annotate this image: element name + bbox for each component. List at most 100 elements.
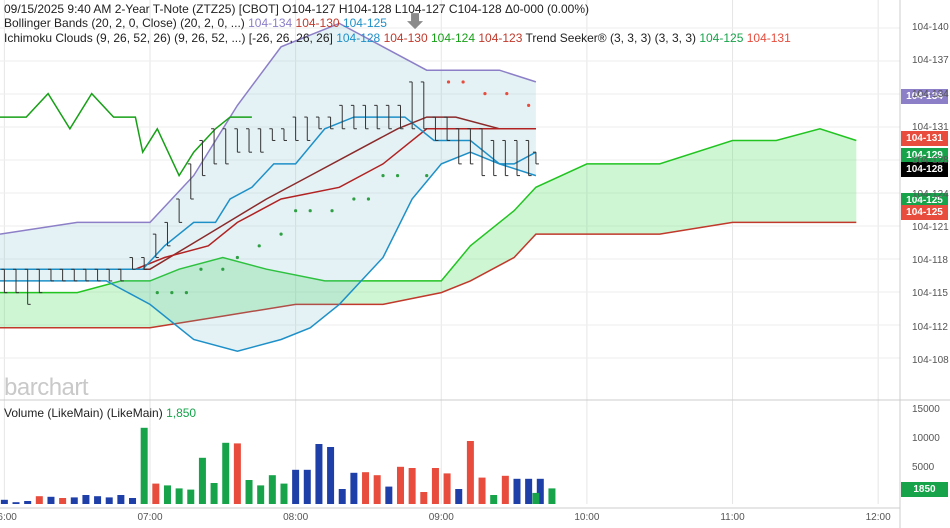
trend-dot <box>257 244 261 248</box>
volume-bar <box>268 475 276 504</box>
volume-bar <box>24 501 32 504</box>
volume-bar <box>280 483 288 504</box>
volume-bar <box>338 489 346 504</box>
price-tag: 104-125 <box>901 205 948 220</box>
volume-bar <box>129 498 137 504</box>
base-line <box>0 128 536 270</box>
volume-tick-label: 10000 <box>912 433 940 444</box>
volume-bar <box>35 496 43 504</box>
y-tick-label: 104-124 <box>912 188 949 200</box>
ichimoku-value-1: 104-128 <box>336 31 381 45</box>
volume-bar <box>210 483 218 504</box>
volume-bar <box>350 472 358 504</box>
price-tag: 104-125 <box>901 193 948 208</box>
volume-bar <box>478 477 486 504</box>
volume-bar <box>536 478 544 504</box>
volume-bar <box>257 485 265 504</box>
bollinger-upper <box>0 22 537 235</box>
trend-seeker-label: Trend Seeker® (3, 3, 3) (3, 3, 3) <box>522 31 700 45</box>
volume-label: Volume (LikeMain) (LikeMain) <box>4 406 167 420</box>
volume-bar <box>12 502 20 504</box>
trend-dot <box>294 209 298 213</box>
volume-bar <box>198 457 206 504</box>
x-tick-label: 08:00 <box>283 512 309 523</box>
volume-label-row: Volume (LikeMain) (LikeMain) 1,850 <box>4 406 196 420</box>
volume-bar <box>245 480 253 504</box>
y-tick-label: 104-137 <box>912 55 949 67</box>
volume-bar <box>152 483 160 504</box>
y-tick-label: 104-134 <box>912 88 949 100</box>
volume-bar <box>396 466 404 504</box>
trend-dot <box>425 173 429 178</box>
volume-bar <box>117 495 125 504</box>
trend-dot <box>505 92 509 96</box>
trend-dot <box>527 103 531 107</box>
volume-tick-label: 15000 <box>912 404 940 415</box>
ichimoku-value-2: 104-130 <box>383 31 428 45</box>
trend-dot <box>446 80 451 84</box>
trend-dot <box>170 291 174 295</box>
volume-bar <box>175 488 183 504</box>
volume-bar <box>222 442 230 504</box>
y-tick-label: 104-121 <box>912 221 949 233</box>
volume-bar <box>362 472 370 504</box>
volume-bar <box>315 444 323 504</box>
cloud-span-a <box>0 128 857 294</box>
header-line-1: 09/15/2025 9:40 AM 2-Year T-Note (ZTZ25)… <box>4 2 589 17</box>
volume-bar <box>408 468 416 504</box>
volume-bar <box>455 489 463 504</box>
price-tag: 104-128 <box>901 162 948 177</box>
price-tag: 104-134 <box>901 89 948 104</box>
x-tick-label: 10:00 <box>574 512 600 523</box>
bb-mid-value: 104-130 <box>295 16 340 30</box>
volume-bar <box>70 497 78 504</box>
volume-bar <box>532 492 540 504</box>
volume-bar <box>303 469 311 504</box>
volume-bar <box>373 475 381 504</box>
volume-bar <box>163 485 171 504</box>
volume-bar <box>233 443 241 504</box>
volume-bar <box>94 496 102 504</box>
x-tick-label: 07:00 <box>137 512 163 523</box>
bb-lower-value: 104-125 <box>342 16 387 30</box>
trend-dot <box>330 209 334 213</box>
y-tick-label: 104-140 <box>912 22 949 33</box>
y-tick-label: 104-108 <box>912 355 949 366</box>
trend-seeker-value-2: 104-131 <box>746 31 791 45</box>
header-line-3: Ichimoku Clouds (9, 26, 52, 26) (9, 26, … <box>4 31 791 46</box>
volume-bar <box>187 489 195 504</box>
bb-upper-value: 104-134 <box>248 16 293 30</box>
trend-dot <box>366 197 371 201</box>
ichimoku-label: Ichimoku Clouds (9, 26, 52, 26) (9, 26, … <box>4 31 337 45</box>
y-tick-label: 104-131 <box>912 121 949 133</box>
x-tick-label: 11:00 <box>720 512 745 523</box>
header-line-2: Bollinger Bands (20, 2, 0, Close) (20, 2… <box>4 16 387 31</box>
trend-dot <box>483 92 487 96</box>
volume-bar <box>420 492 428 504</box>
trend-dot <box>235 255 239 260</box>
trend-dot <box>395 173 400 178</box>
ichimoku-cloud <box>0 128 857 328</box>
trend-dot <box>199 267 203 271</box>
volume-value: 1,850 <box>166 406 197 420</box>
volume-bar <box>0 499 8 504</box>
y-tick-label: 104-128 <box>912 155 949 167</box>
signal-arrow-icon <box>407 13 424 30</box>
x-tick-label: 09:00 <box>428 512 454 523</box>
volume-bar <box>292 469 300 504</box>
volume-bar <box>443 473 451 504</box>
trend-dot <box>352 197 356 201</box>
volume-tick-label: 5000 <box>912 462 935 473</box>
trend-dot <box>381 173 385 178</box>
price-tag: 104-131 <box>901 131 948 146</box>
volume-bar <box>59 498 67 504</box>
volume-bar <box>385 486 393 504</box>
price-tag: 104-129 <box>901 148 948 163</box>
volume-bar <box>548 488 556 504</box>
trend-dot <box>184 291 189 295</box>
ichimoku-value-4: 104-123 <box>478 31 523 45</box>
trend-dot <box>279 232 283 236</box>
volume-bar <box>501 475 509 504</box>
